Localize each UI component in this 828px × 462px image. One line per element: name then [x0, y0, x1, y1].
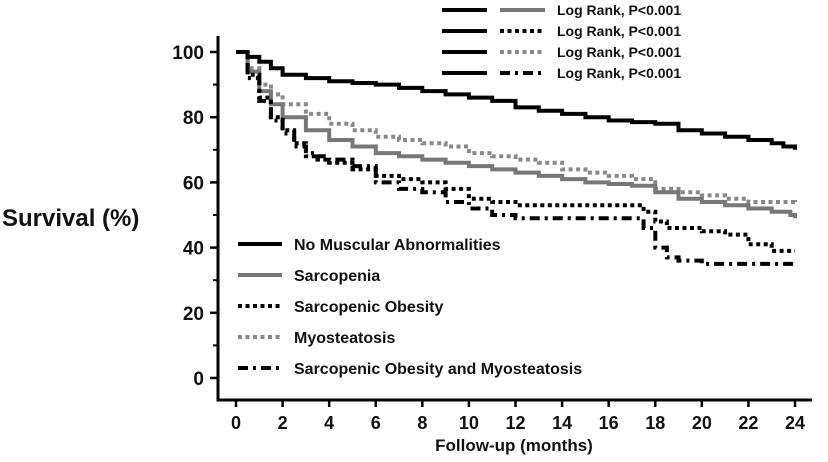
- series-line-myosteatosis: [236, 50, 797, 206]
- x-tick-label: 4: [324, 413, 334, 433]
- comparison-item: Log Rank, P<0.001: [442, 2, 681, 18]
- series-line-sarcopenic-obesity: [236, 50, 795, 253]
- comparison-label: Log Rank, P<0.001: [557, 44, 681, 60]
- y-tick-label: 100: [172, 43, 204, 64]
- comparison-legend: Log Rank, P<0.001 Log Rank, P<0.001 Log Ra…: [442, 2, 681, 81]
- legend-item: Sarcopenia: [238, 268, 380, 285]
- x-tick-label: 20: [692, 413, 712, 433]
- series-line-no-muscular-abnormalities: [236, 50, 797, 150]
- series-line-sarcopenia: [236, 50, 797, 219]
- legend-item: Myosteatosis: [238, 330, 395, 347]
- x-tick-label: 12: [505, 413, 525, 433]
- x-tick-label: 10: [459, 413, 479, 433]
- y-tick-label: 80: [183, 108, 204, 129]
- legend-label: Sarcopenic Obesity and Myosteatosis: [294, 361, 582, 378]
- legend-label: No Muscular Abnormalities: [294, 237, 501, 254]
- comparison-label: Log Rank, P<0.001: [557, 2, 681, 18]
- comparison-label: Log Rank, P<0.001: [557, 65, 681, 81]
- legend: No Muscular Abnormalities Sarcopenia Sarco…: [238, 237, 582, 378]
- y-tick-label: 40: [183, 239, 204, 260]
- comparison-item: Log Rank, P<0.001: [442, 23, 681, 39]
- comparison-item: Log Rank, P<0.001: [442, 44, 681, 60]
- y-tick-label: 60: [183, 173, 204, 194]
- legend-label: Sarcopenic Obesity: [294, 299, 443, 316]
- legend-item: No Muscular Abnormalities: [238, 237, 501, 254]
- y-tick-label: 0: [193, 369, 204, 390]
- x-tick-label: 6: [371, 413, 381, 433]
- x-tick-label: 14: [552, 413, 572, 433]
- legend-item: Sarcopenic Obesity: [238, 299, 443, 316]
- x-tick-label: 0: [231, 413, 241, 433]
- legend-label: Sarcopenia: [294, 268, 380, 285]
- x-axis-title: Follow-up (months): [435, 436, 593, 455]
- y-tick-label: 20: [183, 304, 204, 325]
- x-tick-label: 22: [738, 413, 758, 433]
- x-tick-label: 2: [278, 413, 288, 433]
- x-tick-label: 24: [785, 413, 805, 433]
- comparison-label: Log Rank, P<0.001: [557, 23, 681, 39]
- x-tick-label: 8: [417, 413, 427, 433]
- legend-item: Sarcopenic Obesity and Myosteatosis: [238, 361, 582, 378]
- series-line-sarcopenic-obesity-and-myosteatosis: [236, 50, 795, 266]
- series-layer: [236, 50, 797, 266]
- x-tick-label: 16: [599, 413, 619, 433]
- y-axis-title: Survival (%): [2, 205, 139, 232]
- x-tick-label: 18: [645, 413, 665, 433]
- legend-label: Myosteatosis: [294, 330, 395, 347]
- comparison-item: Log Rank, P<0.001: [442, 65, 681, 81]
